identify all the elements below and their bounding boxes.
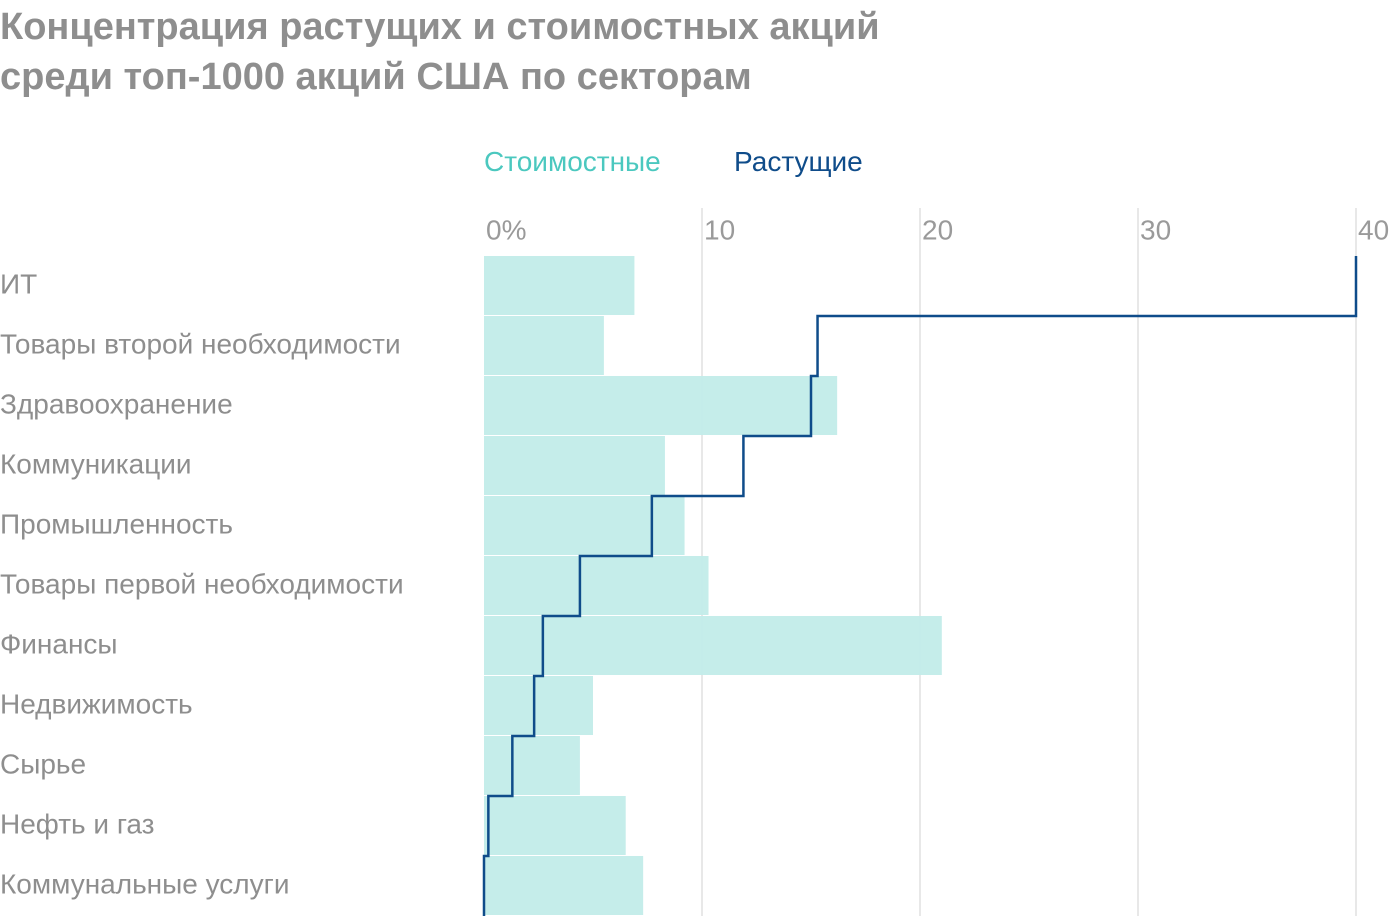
grid-lines xyxy=(701,208,1357,916)
value-bar xyxy=(484,616,942,675)
chart-title-line-2: среди топ-1000 акций США по секторам xyxy=(0,56,752,98)
category-label: Товары второй необходимости xyxy=(0,328,401,359)
category-label: Сырье xyxy=(0,748,86,779)
category-label: Здравоохранение xyxy=(0,388,233,419)
growth-line xyxy=(482,256,1358,916)
value-bars xyxy=(484,256,942,915)
x-tick-label-30: 30 xyxy=(1140,214,1171,245)
growth-step-line xyxy=(482,256,1358,916)
category-label: Промышленность xyxy=(0,508,233,539)
category-label: Нефть и газ xyxy=(0,808,155,839)
category-label: Товары первой необходимости xyxy=(0,568,404,599)
category-label: Недвижимость xyxy=(0,688,193,719)
value-bar xyxy=(484,796,626,855)
x-tick-label-20: 20 xyxy=(922,214,953,245)
category-label: Финансы xyxy=(0,628,118,659)
legend-item-growth: Растущие xyxy=(734,146,863,177)
x-tick-label-40: 40 xyxy=(1358,214,1389,245)
x-axis-tick-labels: 0% 10 20 30 40 xyxy=(486,214,1389,245)
value-bar xyxy=(484,376,838,435)
value-bar xyxy=(484,496,685,555)
chart-title-line-1: Концентрация растущих и стоимостных акци… xyxy=(0,6,880,48)
category-labels: ИТ Товары второй необходимости Здравоохран… xyxy=(0,268,404,899)
value-bar xyxy=(484,316,604,375)
category-label: Коммуникации xyxy=(0,448,192,479)
legend-item-value: Стоимостные xyxy=(484,146,661,177)
x-tick-label-0: 0% xyxy=(486,214,526,245)
chart-title: Концентрация растущих и стоимостных акци… xyxy=(0,2,1100,102)
value-bar xyxy=(484,256,635,315)
value-bar xyxy=(484,556,709,615)
x-tick-label-10: 10 xyxy=(704,214,735,245)
category-label: Коммунальные услуги xyxy=(0,868,289,899)
value-bar xyxy=(484,436,665,495)
value-bar xyxy=(484,736,580,795)
value-bar xyxy=(484,856,644,915)
category-label: ИТ xyxy=(0,268,37,299)
value-bar xyxy=(484,676,593,735)
